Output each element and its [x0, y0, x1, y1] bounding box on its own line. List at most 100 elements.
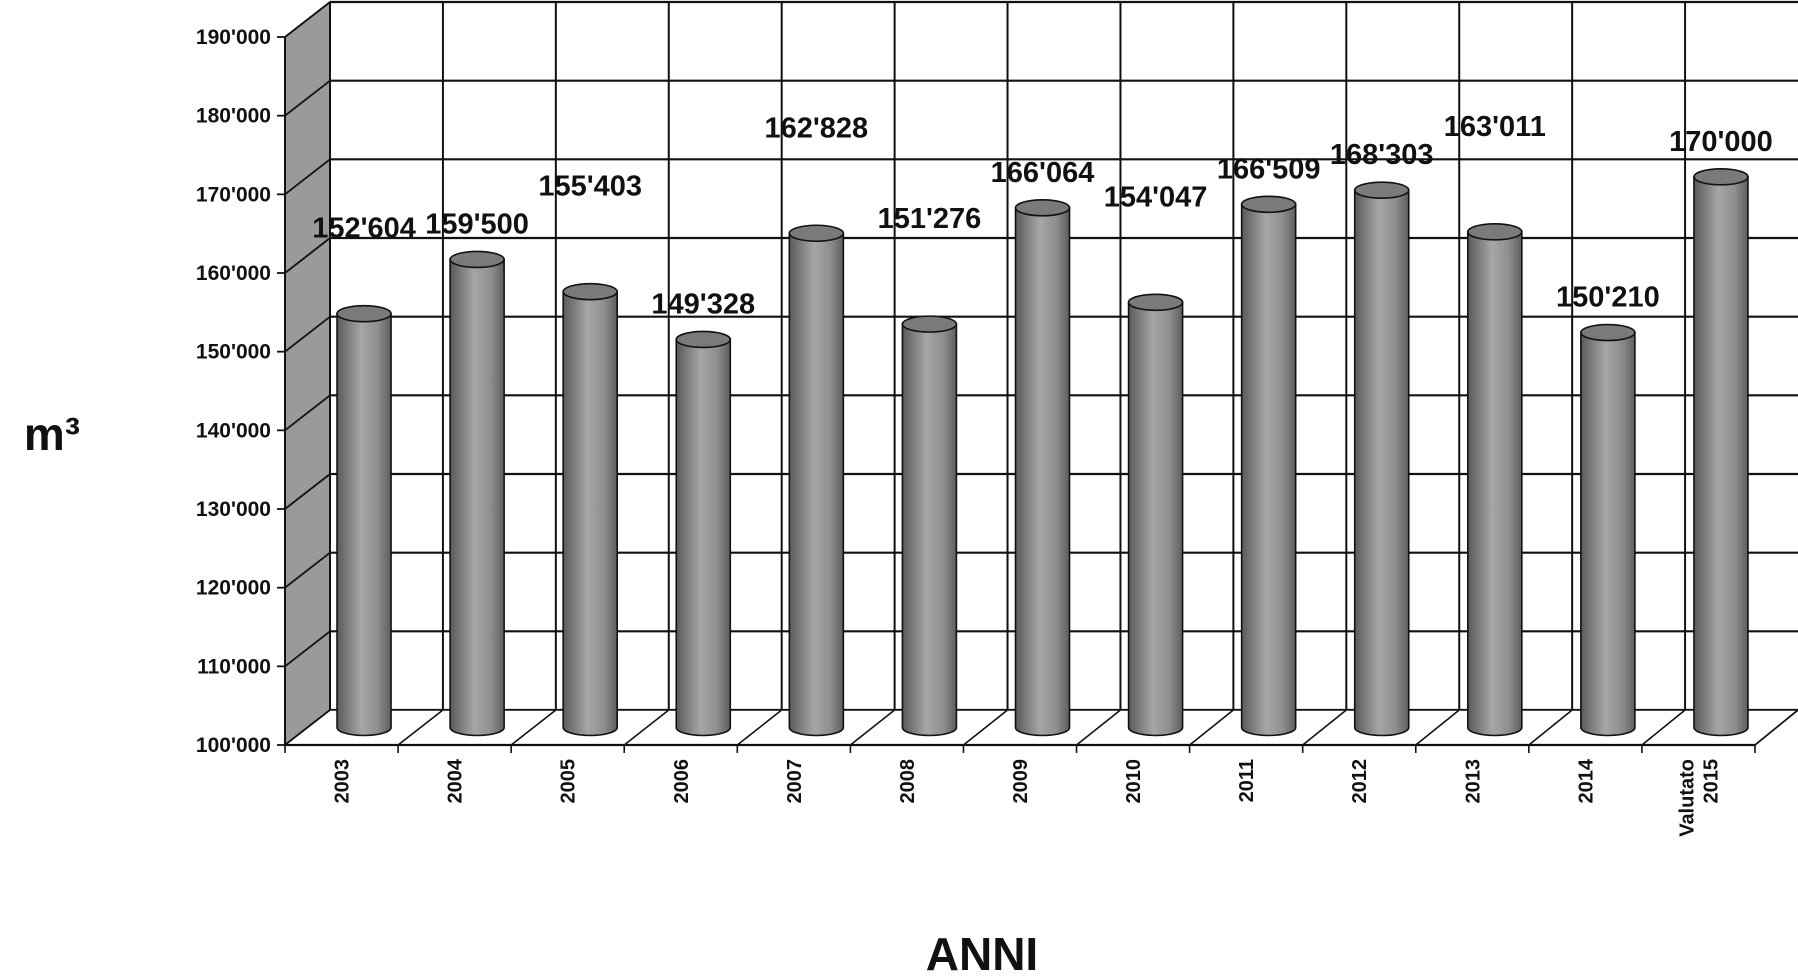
data-label: 159'500: [425, 208, 529, 240]
y-tick-label: 170'000: [196, 183, 271, 206]
data-labels: 152'604 159'500 155'403 149'328 162'828 151'2…: [312, 111, 1773, 321]
x-tick-label: 2005: [558, 759, 580, 804]
floor-divider: [736, 709, 783, 746]
data-label: 166'509: [1217, 153, 1321, 185]
floor-divider: [1302, 709, 1347, 746]
bar-body: [336, 312, 392, 737]
floor-divider: [1641, 709, 1686, 746]
data-label: 154'047: [1104, 181, 1208, 213]
bar-body: [1014, 206, 1071, 737]
gridline-side: [284, 79, 331, 117]
gridline-side: [284, 1, 331, 38]
bar-top: [1240, 195, 1297, 214]
y-axis-title: m³: [24, 408, 80, 460]
x-tick-label: 2013: [1462, 759, 1484, 804]
y-tick-label: 190'000: [196, 26, 271, 49]
bar: [1127, 293, 1184, 737]
bar-top: [901, 315, 958, 333]
bar-top: [675, 330, 732, 349]
x-tick-label: 2003: [332, 759, 354, 804]
bar-body: [1240, 203, 1297, 737]
x-tick-label: Valutato 2015: [1676, 759, 1722, 837]
x-axis-ticks: 2003 2004 2005 2006 2007 2008 2009 2010 2011 2012…: [284, 745, 1756, 837]
bar: [336, 304, 392, 737]
gridline-side: [284, 315, 331, 353]
data-label: 162'828: [765, 112, 869, 144]
y-axis-ticks: 100'000 110'000 120'000 130'000 140'000 150'0…: [196, 26, 285, 757]
x-tick-label: 2012: [1349, 759, 1371, 804]
gridline-side: [284, 630, 331, 668]
bar: [1014, 198, 1071, 737]
gridline-side: [284, 551, 331, 589]
gridline-side: [284, 237, 331, 274]
bar: [1693, 168, 1749, 737]
data-label: 170'000: [1669, 126, 1773, 158]
y-tick-label: 160'000: [196, 262, 271, 285]
bar-body: [1580, 331, 1636, 737]
floor-divider: [623, 709, 670, 746]
bar: [1580, 323, 1636, 737]
bar-body: [1353, 189, 1410, 737]
floor-divider: [397, 709, 444, 746]
gridline-side: [284, 473, 331, 510]
bar-top: [1467, 223, 1523, 241]
x-tick-label: 2010: [1123, 759, 1145, 804]
y-tick-label: 120'000: [196, 577, 271, 600]
bar: [1240, 195, 1297, 737]
y-tick-label: 110'000: [197, 655, 271, 678]
floor-divider: [962, 709, 1009, 746]
bar-top: [562, 282, 618, 301]
x-tick-label: 2006: [671, 759, 693, 804]
bar: [901, 315, 958, 737]
bar-body: [675, 338, 732, 737]
bars: [336, 168, 1749, 737]
bar-body: [449, 258, 505, 737]
bar-body: [901, 323, 958, 737]
bar: [788, 224, 845, 737]
bar: [675, 330, 732, 737]
x-tick-label: 2004: [445, 758, 467, 803]
bar-top: [1014, 198, 1071, 217]
bar-body: [1467, 231, 1523, 737]
bar: [449, 250, 505, 737]
data-label: 149'328: [651, 288, 755, 320]
x-axis-title: ANNI: [926, 928, 1038, 978]
data-label: 152'604: [312, 213, 416, 245]
data-label: 168'303: [1330, 139, 1434, 171]
bar-top: [1127, 293, 1184, 312]
data-label: 166'064: [991, 157, 1095, 189]
bar: [562, 282, 618, 737]
bar-top: [788, 224, 845, 243]
data-label: 163'011: [1444, 111, 1546, 143]
x-tick-label: 2011: [1236, 759, 1258, 802]
bar-top: [1580, 323, 1636, 342]
y-tick-label: 150'000: [196, 341, 271, 364]
data-label: 151'276: [878, 203, 982, 235]
floor-divider: [849, 709, 896, 746]
floor-divider: [1415, 709, 1460, 746]
floor-divider: [1189, 709, 1234, 746]
bar-top: [1693, 168, 1749, 186]
y-tick-label: 130'000: [196, 498, 271, 521]
data-label: 155'403: [538, 171, 642, 203]
floor-divider: [1076, 709, 1121, 746]
floor-divider: [510, 709, 557, 746]
y-tick-label: 100'000: [196, 734, 271, 757]
bar: [1353, 181, 1410, 737]
floor-divider: [1528, 709, 1573, 746]
bar-body: [1127, 301, 1184, 737]
bar-body: [1693, 176, 1749, 737]
x-tick-label: 2008: [897, 759, 919, 804]
gridline-side: [284, 158, 331, 196]
bar-top: [336, 304, 392, 323]
floor-divider: [1754, 709, 1798, 746]
gridline-side: [284, 394, 331, 432]
x-tick-label: 2007: [784, 759, 806, 804]
bar-top: [1353, 181, 1410, 199]
y-tick-label: 140'000: [196, 419, 271, 442]
side-wall: [284, 0, 331, 747]
bar-body: [562, 290, 618, 737]
x-tick-label: 2014: [1575, 758, 1597, 803]
y-tick-label: 180'000: [196, 105, 271, 128]
